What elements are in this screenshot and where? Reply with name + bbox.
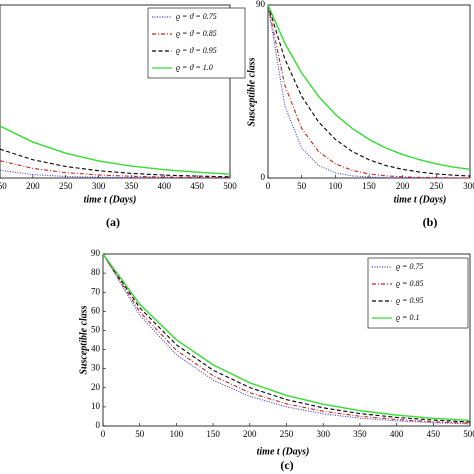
- y-axis-label: Susceptible class: [78, 305, 89, 374]
- series-line: [267, 4, 471, 177]
- series-line: [0, 169, 230, 179]
- x-tick-label: 250: [59, 181, 73, 191]
- x-tick-label: 400: [158, 181, 172, 191]
- x-tick-label: 50: [297, 181, 307, 191]
- legend-label: ϱ = 0.85: [396, 279, 423, 288]
- y-tick-label: 80: [91, 267, 101, 277]
- x-tick-label: 500: [463, 429, 474, 439]
- x-tick-label: 0: [101, 429, 106, 439]
- x-tick-label: 50: [135, 429, 145, 439]
- x-tick-label: 250: [280, 429, 294, 439]
- x-tick-label: 0: [266, 181, 271, 191]
- x-tick-label: 300: [463, 181, 474, 191]
- y-tick-label: 40: [91, 344, 101, 354]
- x-tick-label: 300: [316, 429, 330, 439]
- x-axis-label: time t (Days): [394, 194, 447, 205]
- series-line: [267, 4, 471, 171]
- series-line: [0, 148, 231, 178]
- panel-label: (a): [106, 215, 120, 229]
- series-line: [267, 4, 471, 179]
- series-line: [102, 253, 471, 425]
- x-tick-label: 500: [223, 181, 237, 191]
- panel-label: (c): [280, 458, 293, 472]
- series-line: [0, 160, 231, 179]
- x-tick-label: 200: [243, 429, 257, 439]
- x-tick-label: 450: [427, 429, 441, 439]
- x-tick-label: 350: [125, 181, 139, 191]
- legend-label: ϱ = ϑ = 0.75: [176, 12, 217, 21]
- series-line: [0, 125, 231, 175]
- legend-box: [367, 257, 469, 329]
- y-tick-label: 30: [91, 363, 101, 373]
- legend-label: ϱ = 0.75: [396, 262, 423, 271]
- legend-label: ϱ = ϑ = 0.85: [176, 29, 217, 38]
- y-tick-label: 0: [261, 172, 266, 182]
- x-tick-label: 400: [390, 429, 404, 439]
- x-axis-label: time t (Days): [257, 446, 310, 457]
- x-tick-label: 150: [0, 181, 7, 191]
- y-axis-label: Susceptible class: [246, 57, 257, 126]
- y-tick-label: 10: [91, 401, 101, 411]
- x-tick-label: 100: [329, 181, 343, 191]
- y-tick-label: 90: [256, 0, 266, 9]
- x-tick-label: 200: [396, 181, 410, 191]
- x-tick-label: 150: [362, 181, 376, 191]
- y-tick-label: 0: [96, 420, 101, 430]
- x-tick-label: 350: [353, 429, 367, 439]
- legend-box: [147, 7, 246, 79]
- legend-label: ϱ = 0.1: [396, 313, 419, 322]
- series-line: [267, 4, 470, 179]
- y-tick-label: 20: [91, 382, 101, 392]
- y-tick-label: 70: [91, 286, 101, 296]
- legend-label: ϱ = ϑ = 0.95: [176, 46, 217, 55]
- y-tick-label: 50: [91, 325, 101, 335]
- x-tick-label: 200: [26, 181, 40, 191]
- plot-area: [267, 4, 471, 179]
- x-tick-label: 450: [190, 181, 204, 191]
- x-tick-label: 300: [92, 181, 106, 191]
- panel-label: (b): [423, 215, 438, 229]
- legend-label: ϱ = 0.95: [396, 296, 423, 305]
- x-axis-label: time t (Days): [84, 194, 137, 205]
- x-tick-label: 250: [430, 181, 444, 191]
- x-tick-label: 100: [170, 429, 184, 439]
- y-tick-label: 90: [91, 248, 101, 258]
- series-line: [102, 253, 471, 424]
- y-tick-label: 60: [91, 305, 101, 315]
- x-tick-label: 150: [206, 429, 220, 439]
- series-line: [102, 253, 471, 422]
- series-line: [102, 253, 471, 423]
- legend-label: ϱ = ϑ = 1.0: [176, 63, 213, 72]
